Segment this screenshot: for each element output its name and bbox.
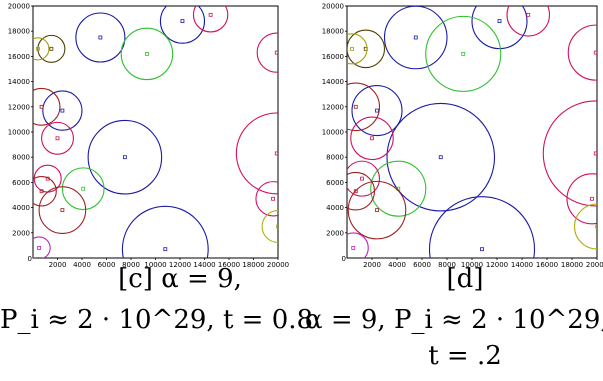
seed-marker-14 [376, 209, 379, 212]
y-tick-label-7: 16000 [322, 53, 344, 61]
x-tick-label-7: 16000 [536, 261, 558, 269]
y-tick-label-4: 10000 [322, 129, 344, 137]
y-tick-label-6: 14000 [322, 78, 344, 86]
seed-marker-5 [462, 52, 465, 55]
seed-marker-15 [354, 105, 357, 108]
caption-d-line-2: α = 9, P_i ≈ 2 · 10^29, [305, 305, 603, 335]
y-tick-label-3: 8000 [12, 154, 30, 162]
seed-marker-3 [498, 20, 501, 23]
plot-frame [33, 6, 278, 258]
x-tick-label-1: 4000 [388, 261, 406, 269]
seed-marker-0 [164, 248, 167, 251]
seed-marker-10 [371, 137, 374, 140]
seed-marker-3 [181, 20, 184, 23]
seed-marker-19 [38, 246, 41, 249]
region-boundary-1 [88, 120, 162, 194]
region-boundary-5 [426, 16, 501, 91]
x-tick-label-0: 2000 [363, 261, 381, 269]
y-tick-label-2: 6000 [326, 179, 344, 187]
region-boundary-16 [38, 35, 65, 62]
seed-marker-11 [272, 197, 275, 200]
region-boundary-6 [371, 161, 426, 216]
seed-marker-12 [361, 177, 364, 180]
caption-c-line-1: [c] α = 9, [60, 264, 300, 294]
seed-marker-17 [351, 47, 354, 50]
region-boundary-18 [575, 204, 603, 249]
seed-marker-4 [61, 109, 64, 112]
x-tick-label-9: 20000 [586, 261, 603, 269]
region-boundary-2 [76, 13, 125, 62]
region-boundary-1 [387, 103, 495, 211]
y-tick-label-8: 18000 [8, 28, 30, 36]
region-boundary-4 [352, 86, 402, 136]
region-boundary-9 [257, 33, 296, 72]
seed-marker-1 [123, 156, 126, 159]
y-tick-label-5: 12000 [322, 103, 344, 111]
y-tick-label-3: 8000 [326, 154, 344, 162]
seed-marker-19 [352, 246, 355, 249]
y-tick-label-6: 14000 [8, 78, 30, 86]
seed-marker-14 [61, 209, 64, 212]
y-tick-label-7: 16000 [8, 53, 30, 61]
seed-marker-4 [376, 109, 379, 112]
y-tick-label-8: 18000 [322, 28, 344, 36]
y-tick-label-1: 4000 [326, 204, 344, 212]
region-boundary-14 [39, 187, 86, 234]
plot-data-area [332, 0, 603, 302]
seed-marker-2 [414, 36, 417, 39]
seed-marker-16 [50, 47, 53, 50]
y-tick-label-5: 12000 [8, 103, 30, 111]
region-boundary-12 [34, 165, 61, 192]
plot-panel-c: 2000 4000 6000 8000 10000 12000 14000 16000 1800… [8, 0, 317, 292]
seed-marker-2 [99, 36, 102, 39]
seed-marker-8 [527, 13, 530, 16]
seed-marker-11 [591, 197, 594, 200]
seed-marker-5 [145, 52, 148, 55]
region-boundary-8 [507, 0, 550, 36]
x-tick-label-8: 18000 [561, 261, 583, 269]
origin-tick-label: 0 [28, 255, 32, 263]
caption-c-line-2: P_i ≈ 2 · 10^29, t = 0.8 [0, 305, 305, 335]
y-tick-label-2: 6000 [12, 179, 30, 187]
seed-marker-8 [209, 13, 212, 16]
y-tick-label-9: 20000 [8, 3, 30, 11]
y-tick-label-0: 2000 [326, 229, 344, 237]
seed-marker-0 [481, 248, 484, 251]
region-boundary-5 [121, 28, 172, 79]
caption-d-line-1: [d] [410, 264, 520, 294]
seed-marker-1 [439, 156, 442, 159]
caption-d-line-3: t = .2 [410, 341, 520, 371]
region-boundary-11 [567, 174, 603, 224]
region-boundary-9 [568, 25, 603, 80]
region-boundary-6 [62, 168, 104, 210]
plot-frame [347, 6, 597, 258]
y-tick-label-9: 20000 [322, 3, 344, 11]
region-boundary-2 [385, 6, 448, 69]
seed-marker-6 [82, 187, 85, 190]
y-tick-label-1: 4000 [12, 204, 30, 212]
origin-tick-label: 0 [342, 255, 346, 263]
plot-data-area [23, 0, 317, 292]
region-boundary-10 [42, 122, 74, 154]
region-boundary-16 [347, 30, 385, 67]
y-tick-label-0: 2000 [12, 229, 30, 237]
seed-marker-10 [56, 137, 59, 140]
region-boundary-3 [472, 0, 527, 49]
y-tick-label-4: 10000 [8, 129, 30, 137]
